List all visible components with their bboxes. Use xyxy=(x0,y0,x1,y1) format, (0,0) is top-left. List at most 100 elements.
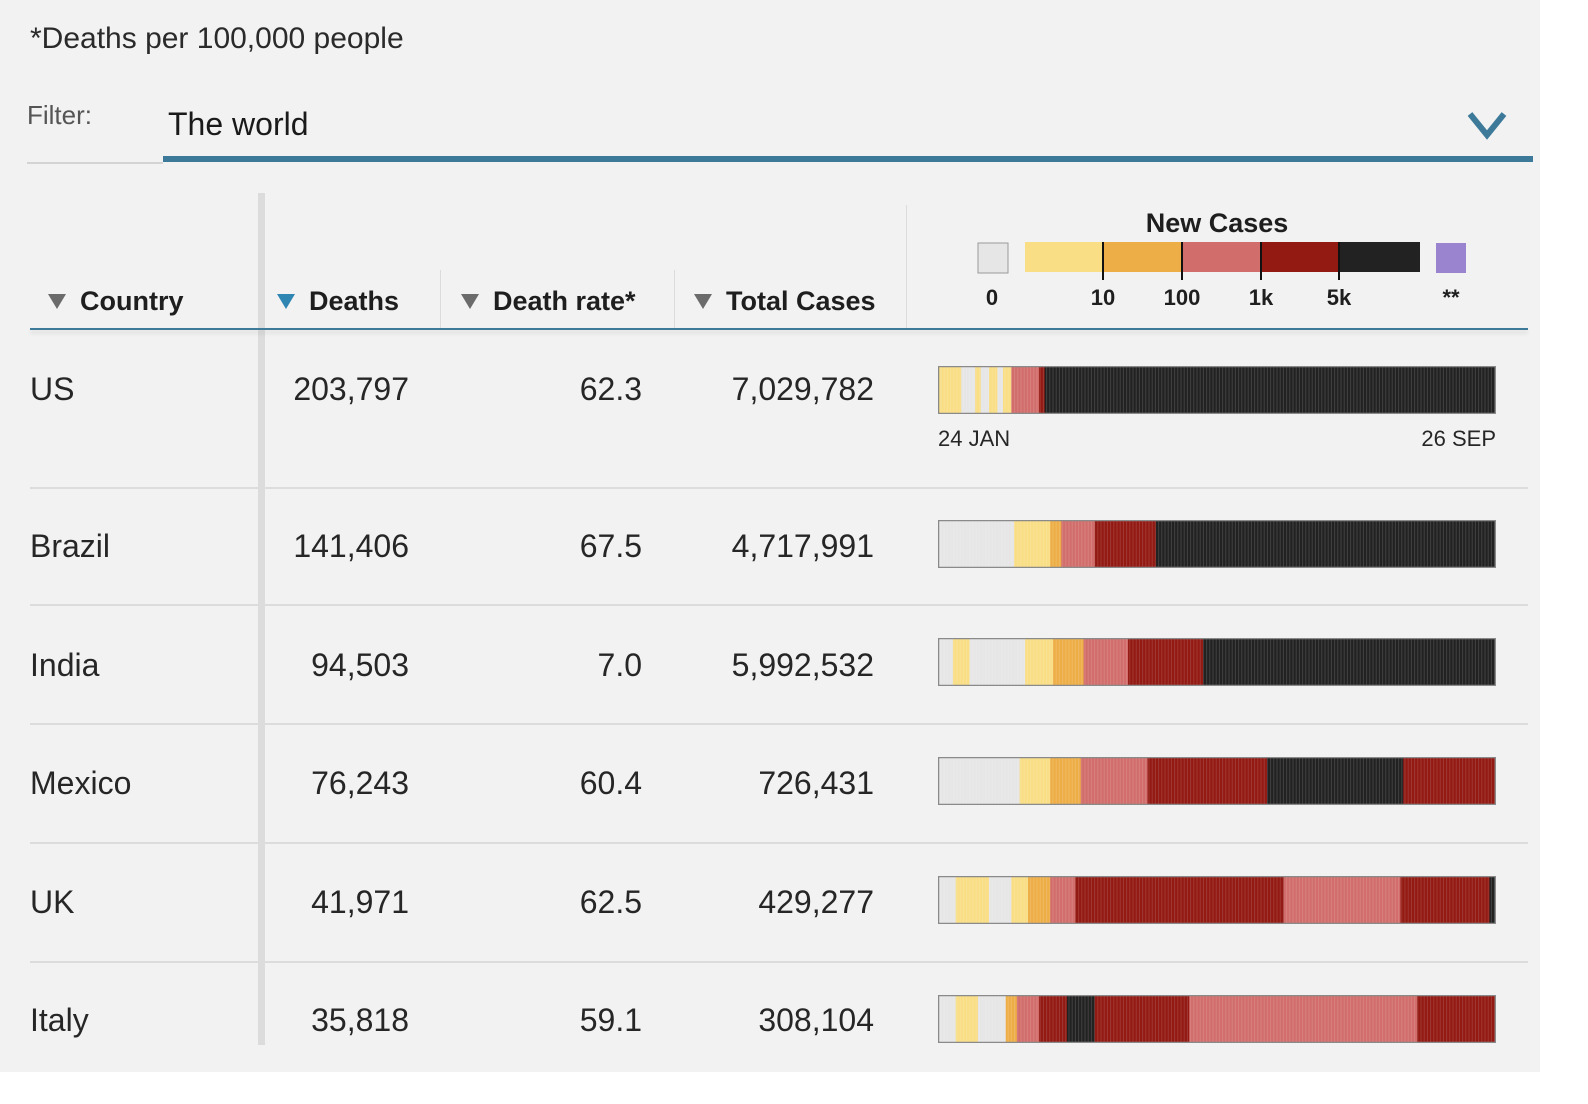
death-rate-cell: 67.5 xyxy=(579,528,642,564)
new-cases-legend xyxy=(977,242,1466,280)
timeline-segment-lt10 xyxy=(989,367,998,413)
timeline-segment-lt1k xyxy=(1283,877,1401,923)
legend-tick-label: 1k xyxy=(1248,285,1274,310)
timeline-segment-lt10 xyxy=(955,877,990,923)
timeline-segment-zero xyxy=(939,758,1021,804)
timeline-segment-lt100 xyxy=(1050,521,1062,567)
legend-tick-label: 10 xyxy=(1090,285,1116,310)
deaths-cell: 35,818 xyxy=(311,1002,409,1038)
timeline-day-stripes xyxy=(940,758,1496,804)
timeline-segment-gte5k xyxy=(1203,639,1496,685)
timeline-segment-gte5k xyxy=(1066,367,1496,413)
sort-rate-header[interactable]: Death rate* xyxy=(461,286,636,317)
timeline-segment-lt10 xyxy=(1002,367,1012,413)
sort-deaths-header[interactable]: Deaths xyxy=(277,286,399,317)
timeline-segment-lt10 xyxy=(952,639,971,685)
timeline-segment-lt10 xyxy=(1014,521,1029,567)
timeline-segment-lt1k xyxy=(1016,996,1040,1042)
filter-label-underline xyxy=(27,162,163,164)
sort-country-header[interactable]: Country xyxy=(48,286,184,317)
country-header-label: Country xyxy=(80,286,184,316)
timeline-segment-lt5k xyxy=(1400,877,1490,923)
deaths-cell: 76,243 xyxy=(311,765,409,801)
timeline-end-date: 26 SEP xyxy=(1421,426,1496,451)
header-underline xyxy=(30,328,1528,330)
timeline-segment-gte5k xyxy=(1044,367,1068,413)
filter-dropdown[interactable]: The world xyxy=(163,96,1533,162)
sort-triangle-icon xyxy=(48,294,66,309)
covid-table-panel: *Deaths per 100,000 people Filter: The w… xyxy=(0,0,1540,1072)
timeline-segment-lt100 xyxy=(1052,639,1085,685)
timeline-segment-lt5k xyxy=(1039,367,1046,413)
timeline-segment-zero xyxy=(939,639,954,685)
death-rate-cell: 7.0 xyxy=(597,647,642,683)
timeline-segment-lt100 xyxy=(1050,758,1082,804)
timeline-segment-zero xyxy=(969,639,1026,685)
timeline-day-stripes xyxy=(940,877,1496,923)
timeline-border xyxy=(938,366,1496,414)
timeline-segment-zero xyxy=(939,521,1015,567)
header-separator xyxy=(440,270,441,328)
timeline-segment-lt5k xyxy=(1094,996,1190,1042)
header-separator xyxy=(906,205,907,328)
legend-swatch-missing xyxy=(1436,243,1466,273)
timeline-segment-lt1k xyxy=(1011,367,1040,413)
timeline-segment-lt10 xyxy=(1027,521,1051,567)
timeline-segment-gte5k xyxy=(1300,758,1404,804)
column-divider xyxy=(258,193,265,1045)
new-cases-timeline xyxy=(938,638,1496,686)
filter-label: Filter: xyxy=(27,100,92,130)
timeline-segment-lt10 xyxy=(939,367,962,413)
new-cases-timeline xyxy=(938,995,1496,1043)
timeline-segment-lt5k xyxy=(1417,996,1496,1042)
timeline-segment-gte5k xyxy=(1066,996,1096,1042)
row-separator xyxy=(30,604,1528,606)
timeline-segment-zero xyxy=(997,367,1004,413)
legend-tick-label: 5k xyxy=(1326,285,1352,310)
timeline-segment-lt10 xyxy=(975,367,982,413)
timeline-segment-gte5k xyxy=(1267,758,1301,804)
legend-swatch-10 xyxy=(1025,242,1103,272)
timeline-segment-lt1k xyxy=(1080,758,1148,804)
legend-tick-label: 0 xyxy=(985,285,999,310)
sort-triangle-active-icon xyxy=(277,294,295,309)
timeline-border xyxy=(938,995,1496,1043)
deaths-cell: 41,971 xyxy=(311,884,409,920)
country-cell: Mexico xyxy=(30,765,132,801)
chevron-down-icon[interactable] xyxy=(1467,110,1507,140)
timeline-start-date: 24 JAN xyxy=(938,426,1011,451)
country-cell: Brazil xyxy=(30,528,111,564)
timeline-segment-lt10 xyxy=(1025,639,1054,685)
timeline-segment-lt5k xyxy=(1094,521,1157,567)
timeline-segment-lt5k xyxy=(1075,877,1285,923)
country-cell: Italy xyxy=(30,1002,89,1038)
timeline-segment-zero xyxy=(939,877,957,923)
total-cases-cell: 7,029,782 xyxy=(731,371,874,407)
death-rate-cell: 62.5 xyxy=(579,884,642,920)
row-separator xyxy=(30,842,1528,844)
total-cases-cell: 4,717,991 xyxy=(731,528,874,564)
timeline-border xyxy=(938,757,1496,805)
cases-header-label: Total Cases xyxy=(726,286,876,316)
timeline-border xyxy=(938,638,1496,686)
timeline-border xyxy=(938,520,1496,568)
timeline-segment-lt1k xyxy=(1083,639,1129,685)
country-cell: UK xyxy=(30,884,75,920)
deaths-cell: 94,503 xyxy=(311,647,409,683)
timeline-border xyxy=(938,876,1496,924)
timeline-segment-zero xyxy=(977,996,1007,1042)
timeline-segment-lt1k xyxy=(1189,996,1418,1042)
row-separator xyxy=(30,961,1528,963)
timeline-segment-lt5k xyxy=(1128,639,1204,685)
timeline-segment-lt1k xyxy=(1061,521,1096,567)
timeline-segment-lt5k xyxy=(1039,996,1068,1042)
sort-triangle-icon xyxy=(461,294,479,309)
timeline-segment-lt10 xyxy=(1019,758,1051,804)
sort-cases-header[interactable]: Total Cases xyxy=(694,286,876,317)
rate-header-label: Death rate* xyxy=(493,286,636,316)
country-cell: India xyxy=(30,647,100,683)
timeline-day-stripes xyxy=(940,639,1496,685)
timeline-segment-zero xyxy=(989,877,1012,923)
country-cell: US xyxy=(30,371,75,407)
timeline-segment-gte5k xyxy=(1155,521,1496,567)
